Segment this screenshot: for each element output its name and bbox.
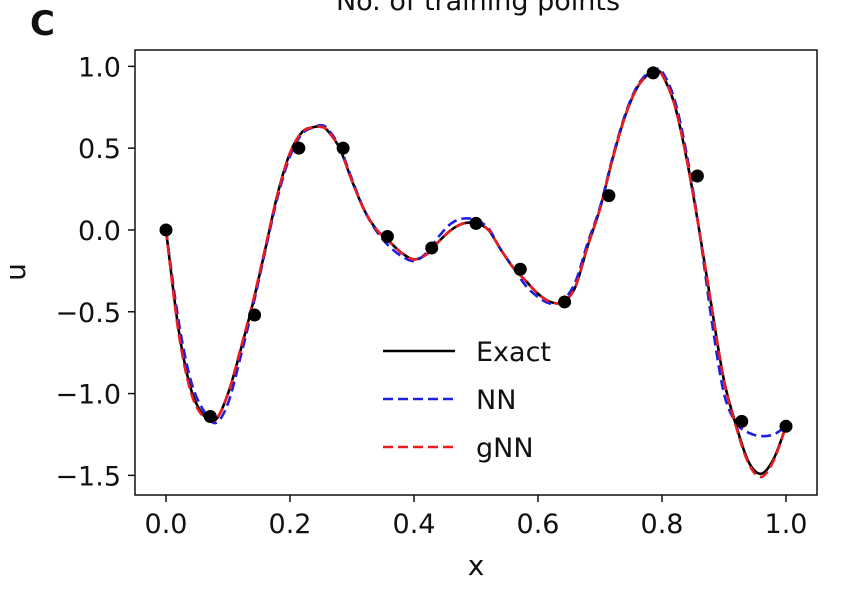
x-tick-label: 1.0 xyxy=(765,509,808,540)
x-tick-label: 0.0 xyxy=(145,509,188,540)
training-points xyxy=(159,66,793,433)
y-tick-label: −1.5 xyxy=(55,461,121,492)
training-point xyxy=(203,409,217,423)
training-point xyxy=(646,66,660,80)
training-point xyxy=(380,230,394,244)
training-point xyxy=(292,141,306,155)
legend-label-nn: NN xyxy=(476,385,516,416)
legend: Exact NN gNN xyxy=(383,337,551,464)
training-point xyxy=(602,189,616,203)
training-point xyxy=(248,308,262,322)
plot-frame xyxy=(134,49,818,496)
training-point xyxy=(558,295,572,309)
series-line-nn xyxy=(164,67,787,438)
legend-label-gnn: gNN xyxy=(476,433,534,464)
y-tick-label: −1.0 xyxy=(55,380,121,411)
y-tick-label: 0.0 xyxy=(78,216,121,247)
training-point xyxy=(735,414,749,428)
x-tick-label: 0.4 xyxy=(393,509,436,540)
training-point xyxy=(469,216,483,230)
x-axis-label: x xyxy=(468,549,485,582)
training-point xyxy=(159,223,173,237)
y-tick-label: 1.0 xyxy=(78,52,121,83)
x-axis: 0.0 0.2 0.4 0.6 0.8 1.0 xyxy=(145,495,808,540)
training-point xyxy=(690,169,704,183)
y-axis: 1.0 0.5 0.0 −0.5 −1.0 −1.5 xyxy=(55,52,135,492)
y-tick-label: 0.5 xyxy=(78,134,121,165)
panel-label: C xyxy=(30,4,55,44)
legend-label-exact: Exact xyxy=(476,337,551,368)
training-point xyxy=(779,419,793,433)
training-point xyxy=(336,141,350,155)
x-tick-label: 0.6 xyxy=(517,509,560,540)
training-point xyxy=(425,241,439,255)
training-point xyxy=(513,262,527,276)
x-tick-label: 0.8 xyxy=(641,509,684,540)
y-axis-label: u xyxy=(0,263,32,281)
x-tick-label: 0.2 xyxy=(269,509,312,540)
chart-title: No. of training points xyxy=(335,0,621,17)
y-tick-label: −0.5 xyxy=(55,298,121,329)
